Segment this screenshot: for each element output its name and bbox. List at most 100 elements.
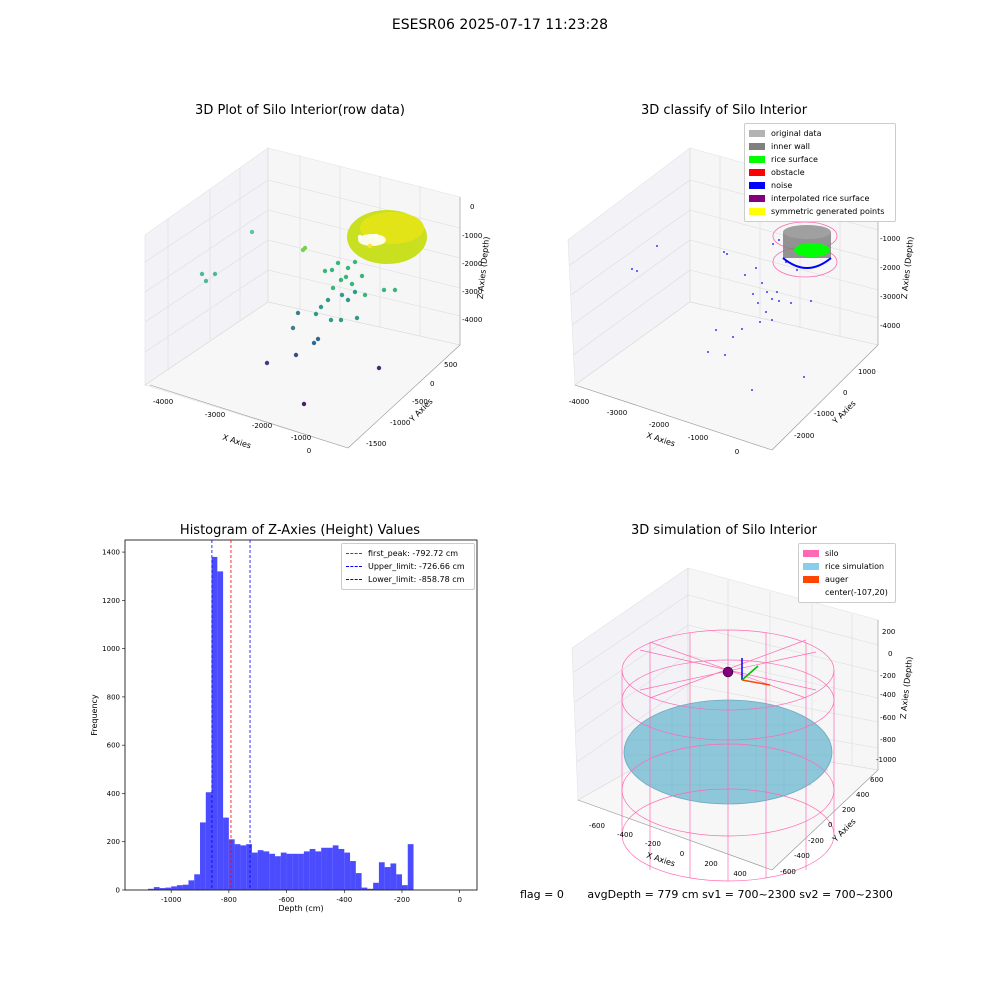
legend-label: rice simulation xyxy=(825,562,885,571)
panel4-ytick: 600 xyxy=(870,776,883,784)
panel2-ytick: 0 xyxy=(843,389,847,397)
panel2-legend: original data inner wall rice surface ob… xyxy=(744,123,896,222)
legend-swatch xyxy=(749,143,765,150)
raw-data-point xyxy=(345,297,351,303)
raw-data-point xyxy=(352,259,358,265)
panel2-xlabel: X Axies xyxy=(645,431,676,449)
legend-label: Upper_limit: -726.66 cm xyxy=(368,562,465,571)
histogram-xtick-label: -600 xyxy=(279,896,295,904)
raw-data-point xyxy=(343,274,349,280)
panel4-title: 3D simulation of Silo Interior xyxy=(631,523,817,538)
legend-swatch xyxy=(749,208,765,215)
raw-data-point xyxy=(345,265,351,271)
noise-point xyxy=(810,300,812,302)
noise-point xyxy=(759,321,761,323)
raw-data-point xyxy=(290,325,296,331)
panel1-ztick: -3000 xyxy=(462,288,482,296)
panel1-ytick: -500 xyxy=(412,398,428,406)
panel3-axes: -1000 -800 -600 -400 -200 0 0 200 400 600 800 1000… xyxy=(90,539,478,913)
raw-data-point xyxy=(328,317,334,323)
legend-item-interpolated-rice-surface: interpolated rice surface xyxy=(749,192,891,205)
panel4-xtick: -200 xyxy=(645,840,661,848)
histogram-bar xyxy=(246,844,252,890)
histogram-bar xyxy=(286,853,293,890)
histogram-bar xyxy=(263,851,270,890)
noise-point xyxy=(790,302,792,304)
panel1-xtick: -2000 xyxy=(252,422,272,430)
stats-text: avgDepth = 779 cm sv1 = 700~2300 sv2 = 7… xyxy=(587,888,893,901)
panel4-ytick: 200 xyxy=(842,806,855,814)
raw-data-point xyxy=(301,401,307,407)
noise-point xyxy=(751,389,753,391)
histogram-bar xyxy=(384,867,391,890)
legend-label: center(-107,20) xyxy=(825,588,888,597)
histogram-bar xyxy=(309,848,316,890)
histogram-xlabel: Depth (cm) xyxy=(278,904,323,913)
histogram-bar xyxy=(159,888,166,890)
panel1-ytick: 500 xyxy=(444,361,457,369)
histogram-bar xyxy=(211,556,218,890)
panel2-x-axis xyxy=(574,384,773,451)
status-footer: flag = 0 avgDepth = 779 cm sv1 = 700~230… xyxy=(520,888,913,901)
legend-label: interpolated rice surface xyxy=(771,194,870,203)
panel1-ztick: -1000 xyxy=(462,232,482,240)
legend-item-lower-limit: Lower_limit: -858.78 cm xyxy=(346,573,470,586)
panel1-ztick: -2000 xyxy=(462,260,482,268)
panel2-xtick: -1000 xyxy=(688,434,708,442)
raw-data-point xyxy=(338,277,344,283)
panel1-ytick: -1000 xyxy=(390,419,410,427)
legend-label: silo xyxy=(825,549,839,558)
histogram-bar xyxy=(165,887,172,890)
panel4-legend: silo rice simulation auger center(-107,2… xyxy=(798,543,896,603)
legend-swatch xyxy=(749,156,765,163)
raw-data-point xyxy=(325,297,331,303)
raw-data-point xyxy=(203,278,209,284)
legend-item-noise: noise xyxy=(749,179,891,192)
noise-point xyxy=(723,251,725,253)
histogram-bar xyxy=(153,887,160,890)
noise-point xyxy=(755,267,757,269)
histogram-bar xyxy=(298,853,304,890)
noise-point xyxy=(766,291,768,293)
raw-data-point xyxy=(249,229,255,235)
histogram-ytick-label: 400 xyxy=(107,790,120,798)
histogram-bar xyxy=(176,885,183,890)
panel2-ztick: -1000 xyxy=(880,235,900,243)
noise-point xyxy=(771,319,773,321)
histogram-ytick-label: 0 xyxy=(116,887,120,895)
panel1-xtick: -3000 xyxy=(205,411,225,419)
legend-item-auger: auger xyxy=(803,573,891,586)
panel2-xtick: 0 xyxy=(735,448,739,456)
panel4-xtick: -600 xyxy=(589,822,605,830)
noise-point xyxy=(765,311,767,313)
histogram-bars xyxy=(148,556,414,890)
panel4-ytick: 0 xyxy=(828,821,832,829)
raw-data-point xyxy=(373,233,379,239)
raw-data-point xyxy=(335,260,341,266)
histogram-bar xyxy=(228,839,235,890)
raw-data-point xyxy=(293,352,299,358)
legend-item-obstacle: obstacle xyxy=(749,166,891,179)
panel4-ytick: -400 xyxy=(794,852,810,860)
histogram-xtick-label: -800 xyxy=(221,896,237,904)
legend-item-rice-surface: rice surface xyxy=(749,153,891,166)
noise-point xyxy=(741,328,743,330)
noise-point xyxy=(776,291,778,293)
panel1-ztick: -4000 xyxy=(462,316,482,324)
noise-point xyxy=(707,351,709,353)
noise-point xyxy=(778,239,780,241)
panel4-axes: -600 -400 -200 0 200 400 X Axies 600 400… xyxy=(571,567,914,882)
noise-point xyxy=(724,354,726,356)
center-marker xyxy=(722,666,734,678)
legend-swatch xyxy=(749,182,765,189)
figure-title: ESESR06 2025-07-17 11:23:28 xyxy=(391,17,609,33)
histogram-yticks: 0 200 400 600 800 1000 1200 1400 xyxy=(102,549,125,895)
panel1-ztick: 0 xyxy=(470,203,474,211)
panel4-xtick: 400 xyxy=(733,870,746,878)
raw-data-point xyxy=(359,273,365,279)
panel4-xtick: 200 xyxy=(704,860,717,868)
legend-swatch xyxy=(749,195,765,202)
legend-swatch xyxy=(803,563,819,570)
raw-data-point xyxy=(329,267,335,273)
